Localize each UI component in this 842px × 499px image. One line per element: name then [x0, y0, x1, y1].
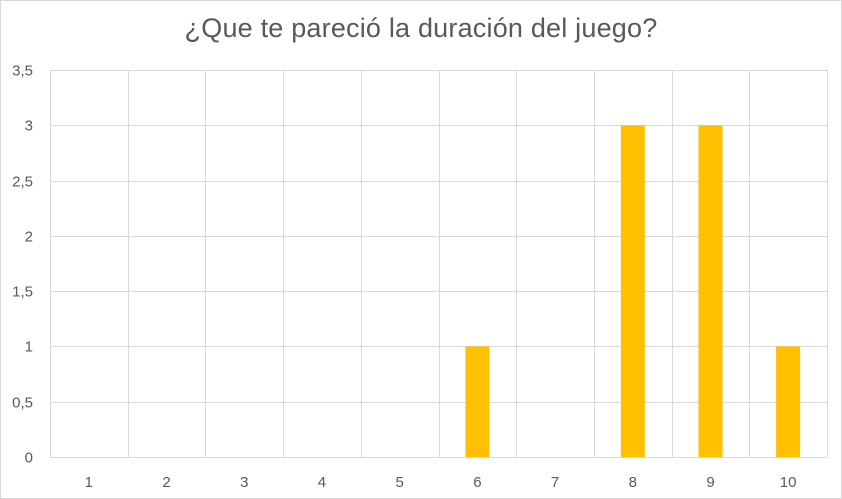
gridlines	[50, 70, 828, 458]
x-tick-label: 4	[318, 474, 326, 491]
bar-9	[698, 125, 723, 458]
y-tick-label: 0	[25, 450, 33, 467]
x-tick-label: 8	[629, 474, 637, 491]
bar-8	[620, 125, 645, 458]
y-axis-labels: 0 0,5 1 1,5 2 2,5 3 3,5	[12, 63, 33, 467]
bar-6	[465, 346, 490, 457]
x-axis-labels: 1 2 3 4 5 6 7 8 9 10	[85, 474, 797, 491]
x-tick-label: 10	[780, 474, 797, 491]
y-tick-label: 2	[25, 229, 33, 246]
chart-title: ¿Que te pareció la duración del juego?	[184, 13, 658, 43]
x-tick-label: 2	[162, 474, 170, 491]
y-tick-label: 0,5	[12, 395, 33, 412]
y-tick-label: 3	[25, 118, 33, 135]
x-tick-label: 7	[551, 474, 559, 491]
x-tick-label: 5	[396, 474, 404, 491]
y-tick-label: 2,5	[12, 174, 33, 191]
y-tick-label: 3,5	[12, 63, 33, 80]
x-tick-label: 1	[85, 474, 93, 491]
x-tick-label: 6	[473, 474, 481, 491]
bars	[465, 125, 801, 458]
x-tick-label: 3	[240, 474, 248, 491]
y-tick-label: 1	[25, 339, 33, 356]
bar-10	[776, 346, 801, 457]
y-tick-label: 1,5	[12, 284, 33, 301]
x-tick-label: 9	[706, 474, 714, 491]
